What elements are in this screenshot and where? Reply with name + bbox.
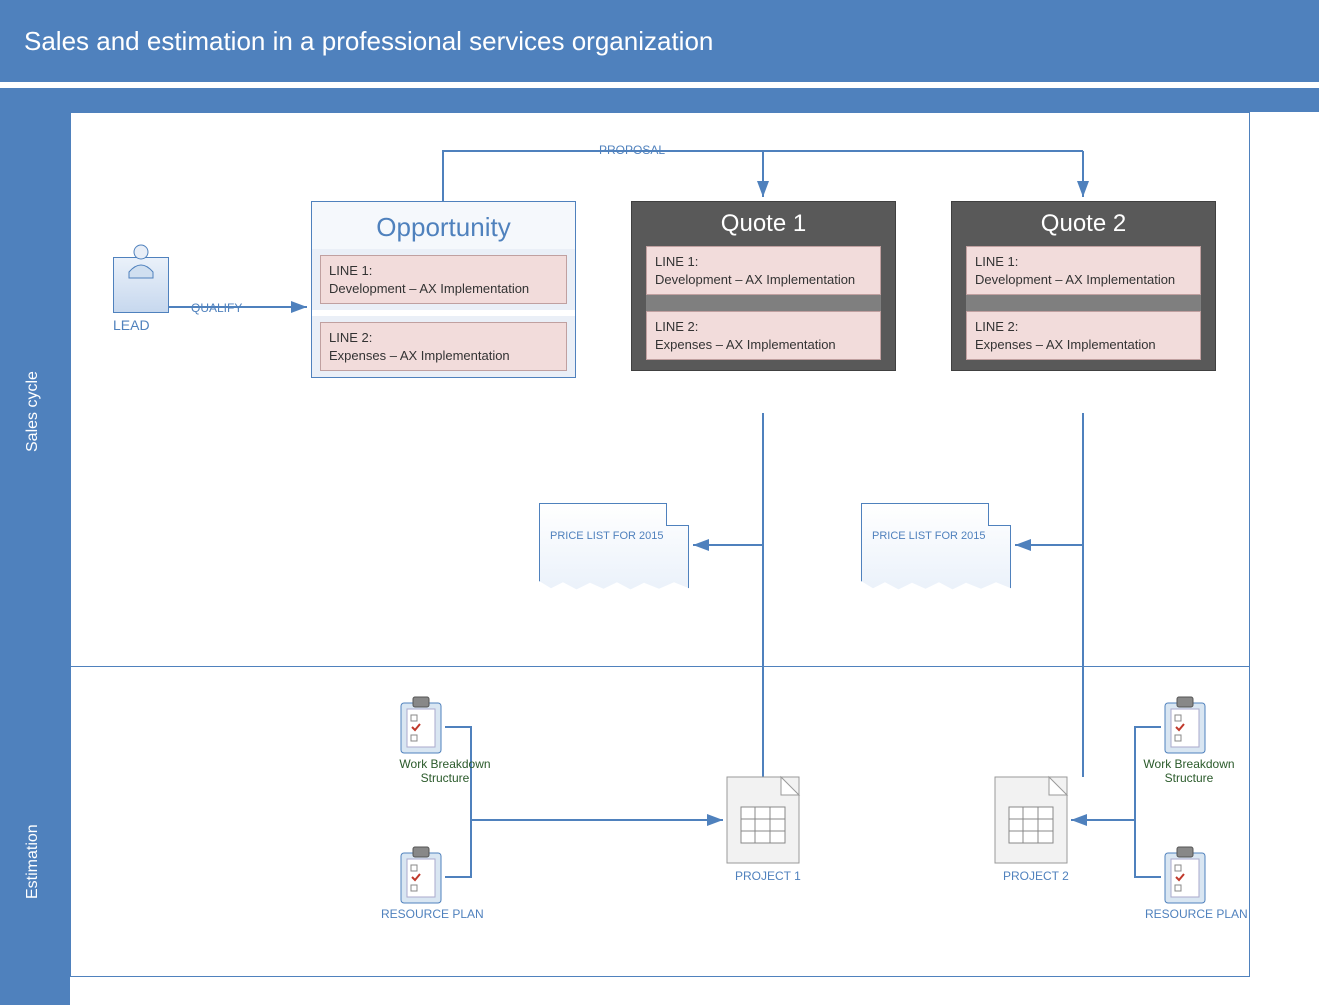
- resource-plan-label-left: RESOURCE PLAN: [381, 907, 484, 921]
- line-text: Expenses – AX Implementation: [975, 337, 1156, 352]
- estimation-arrows: [71, 667, 1251, 977]
- diagram-title: Sales and estimation in a professional s…: [24, 26, 713, 57]
- lead-label: LEAD: [113, 317, 150, 333]
- line-label: LINE 2:: [655, 319, 698, 334]
- line-text: Development – AX Implementation: [655, 272, 855, 287]
- quote1-line1: LINE 1: Development – AX Implementation: [646, 246, 881, 295]
- line-label: LINE 1:: [975, 254, 1018, 269]
- quote2-line1: LINE 1: Development – AX Implementation: [966, 246, 1201, 295]
- swimlane-label-sales: Sales cycle: [24, 352, 42, 472]
- quote1-title: Quote 1: [632, 202, 895, 246]
- diagram-title-bar: Sales and estimation in a professional s…: [0, 0, 1319, 82]
- estimation-lane: Work Breakdown Structure RESOURCE PLAN P…: [70, 667, 1250, 977]
- wbs-label-left: Work Breakdown Structure: [385, 757, 505, 785]
- opportunity-card: Opportunity LINE 1: Development – AX Imp…: [311, 201, 576, 378]
- project2-label: PROJECT 2: [1003, 869, 1069, 883]
- line-label: LINE 1:: [329, 263, 372, 278]
- pricelist2-label: PRICE LIST FOR 2015: [872, 530, 986, 542]
- line-text: Expenses – AX Implementation: [329, 348, 510, 363]
- opportunity-line2: LINE 2: Expenses – AX Implementation: [320, 322, 567, 371]
- swimlane-sidebar: Sales cycle Estimation: [0, 112, 70, 1005]
- line-label: LINE 2:: [975, 319, 1018, 334]
- diagram-canvas: Sales and estimation in a professional s…: [0, 0, 1319, 1005]
- line-label: LINE 1:: [655, 254, 698, 269]
- quote2-title: Quote 2: [952, 202, 1215, 246]
- quote2-card: Quote 2 LINE 1: Development – AX Impleme…: [951, 201, 1216, 371]
- wbs-label-right: Work Breakdown Structure: [1129, 757, 1249, 785]
- project1-label: PROJECT 1: [735, 869, 801, 883]
- lead-icon: [113, 257, 169, 313]
- sales-cycle-lane: LEAD QUALIFY Opportunity LINE 1: Develop…: [70, 112, 1250, 667]
- line-label: LINE 2:: [329, 330, 372, 345]
- quote1-card: Quote 1 LINE 1: Development – AX Impleme…: [631, 201, 896, 371]
- opportunity-line1: LINE 1: Development – AX Implementation: [320, 255, 567, 304]
- line-text: Development – AX Implementation: [975, 272, 1175, 287]
- pricelist2-doc: PRICE LIST FOR 2015: [861, 503, 1011, 593]
- qualify-edge-label: QUALIFY: [191, 301, 242, 315]
- pricelist1-label: PRICE LIST FOR 2015: [550, 530, 664, 542]
- resource-plan-label-right: RESOURCE PLAN: [1145, 907, 1248, 921]
- quote2-line2: LINE 2: Expenses – AX Implementation: [966, 311, 1201, 360]
- opportunity-title: Opportunity: [312, 202, 575, 249]
- swimlane-label-estimation: Estimation: [24, 802, 42, 922]
- line-text: Expenses – AX Implementation: [655, 337, 836, 352]
- quote1-line2: LINE 2: Expenses – AX Implementation: [646, 311, 881, 360]
- subheader-bar: [0, 88, 1319, 112]
- pricelist1-doc: PRICE LIST FOR 2015: [539, 503, 689, 593]
- proposal-edge-label: PROPOSAL: [599, 143, 665, 157]
- line-text: Development – AX Implementation: [329, 281, 529, 296]
